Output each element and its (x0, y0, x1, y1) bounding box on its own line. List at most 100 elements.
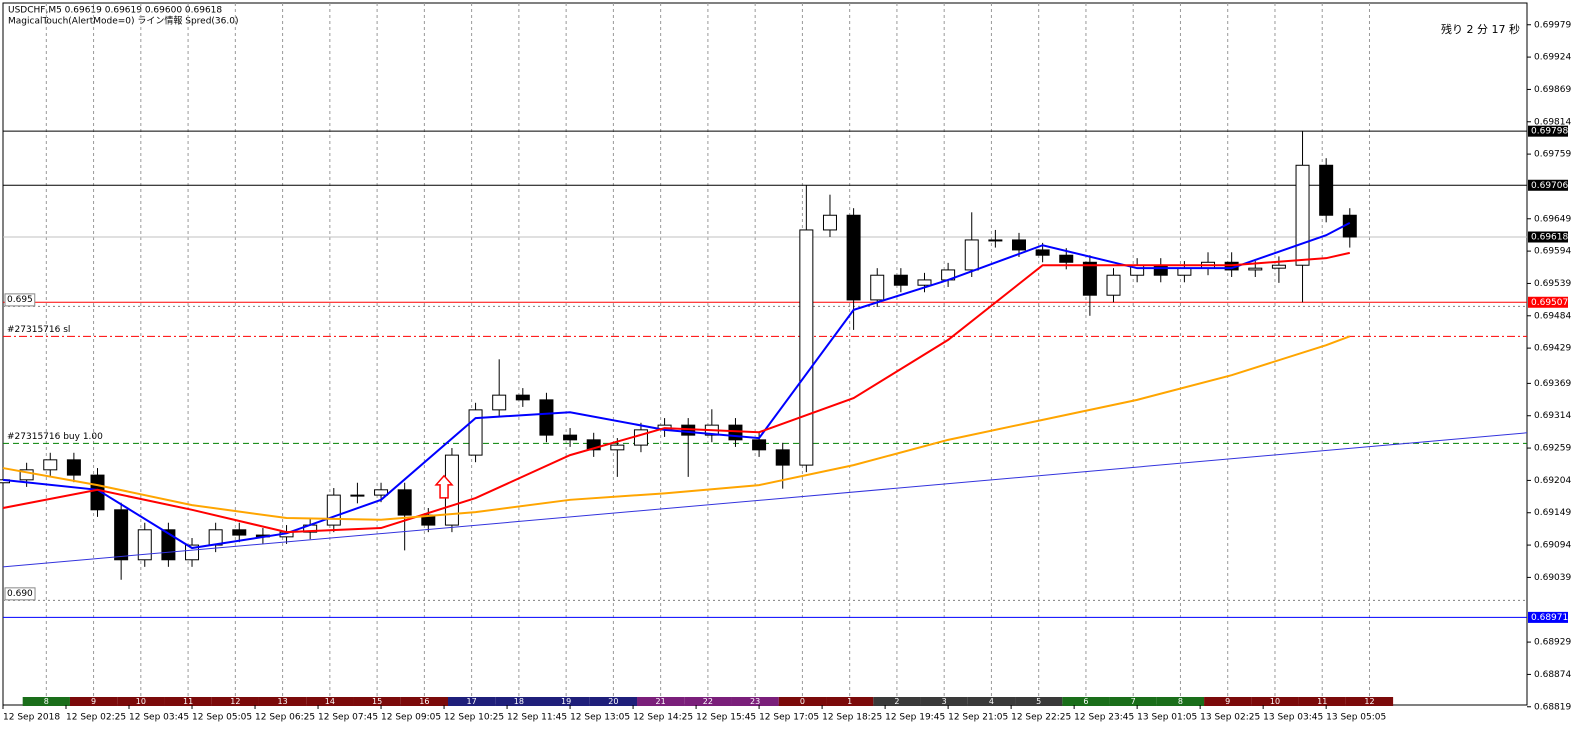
candle-body (1153, 264, 1168, 276)
price-box-label: 0.68971 (1531, 613, 1568, 623)
hour-label: 4 (989, 697, 994, 706)
level-label: #27315716 buy 1.00 (7, 432, 103, 442)
hour-cell (1251, 697, 1299, 706)
y-tick-label: 0.69429 (1534, 344, 1571, 354)
x-tick-label: 13 Sep 05:05 (1326, 713, 1386, 723)
hour-label: 19 (561, 697, 571, 706)
y-tick-label: 0.69094 (1534, 541, 1571, 551)
hour-cell (589, 697, 638, 706)
candle-body (397, 489, 412, 516)
hour-label: 22 (703, 697, 713, 706)
x-tick-label: 12 Sep 17:05 (759, 713, 819, 723)
chart-subtitle: MagicalTouch(AlertMode=0) ライン情報 Spred(36… (8, 15, 239, 27)
y-tick-label: 0.69979 (1534, 20, 1571, 30)
level-label: 0.695 (7, 295, 33, 305)
hour-label: 13 (278, 697, 288, 706)
hour-cell (1156, 697, 1205, 706)
x-tick-label: 12 Sep 03:45 (129, 713, 189, 723)
hour-label: 9 (91, 697, 96, 706)
x-tick-label: 12 Sep 21:05 (948, 713, 1008, 723)
x-tick-label: 13 Sep 03:45 (1263, 713, 1323, 723)
x-tick-label: 12 Sep 15:45 (696, 713, 756, 723)
x-tick-label: 12 Sep 10:25 (444, 713, 504, 723)
y-tick-label: 0.69814 (1534, 117, 1571, 127)
hour-cell (1204, 697, 1252, 706)
candle-body (752, 439, 767, 451)
x-tick-label: 13 Sep 02:25 (1200, 713, 1260, 723)
hour-label: 11 (1317, 697, 1327, 706)
hour-cell (211, 697, 259, 706)
indicator-line (2, 335, 1351, 521)
hour-label: 6 (1083, 697, 1088, 706)
hour-cell (920, 697, 968, 706)
indicator-line (2, 432, 1528, 568)
candle-body (43, 459, 58, 471)
y-tick-label: 0.68819 (1534, 702, 1571, 712)
candle-body (19, 469, 34, 481)
hour-cell (1015, 697, 1063, 706)
hour-label: 12 (1364, 697, 1374, 706)
y-tick-label: 0.68929 (1534, 638, 1571, 648)
candle-body (326, 494, 341, 526)
candle-body (1082, 261, 1097, 296)
hour-label: 7 (1131, 697, 1136, 706)
hour-label: 9 (1225, 697, 1230, 706)
candle-body (728, 424, 743, 441)
x-tick-label: 12 Sep 07:45 (318, 713, 378, 723)
candle-body (1248, 267, 1263, 271)
candle-body (964, 239, 979, 271)
candle-body (374, 489, 389, 496)
hour-cell (873, 697, 921, 706)
hour-label: 1 (847, 697, 852, 706)
candle-body (1271, 264, 1286, 269)
y-tick-label: 0.69649 (1534, 214, 1571, 224)
candle-body (1177, 267, 1192, 276)
y-tick-label: 0.69369 (1534, 379, 1571, 389)
candle-body (822, 214, 837, 231)
level-label: #27315716 sl (7, 325, 70, 335)
hour-cell (778, 697, 827, 706)
price-box-label: 0.69798 (1531, 127, 1568, 137)
price-box (1528, 179, 1568, 191)
candle-body (1012, 239, 1026, 251)
x-tick-label: 12 Sep 23:45 (1074, 713, 1134, 723)
hour-cell (1062, 697, 1110, 706)
x-tick-label: 12 Sep 2018 (3, 713, 60, 723)
y-tick-label: 0.69259 (1534, 444, 1571, 454)
candle-body (775, 449, 790, 466)
x-tick-label: 12 Sep 22:25 (1011, 713, 1071, 723)
hour-label: 2 (894, 697, 899, 706)
candle-body (586, 439, 601, 451)
y-tick-label: 0.69594 (1534, 247, 1571, 257)
candle-body (988, 239, 1003, 242)
hour-cell (731, 697, 779, 706)
hour-cell (306, 697, 354, 706)
candle-body (1319, 164, 1334, 216)
y-tick-label: 0.69484 (1534, 311, 1571, 321)
hour-label: 21 (656, 697, 666, 706)
hour-cell (164, 697, 212, 706)
level-label-box (4, 587, 36, 601)
candle-body (870, 274, 885, 301)
x-tick-label: 13 Sep 01:05 (1137, 713, 1197, 723)
hour-label: 16 (419, 697, 429, 706)
x-tick-label: 12 Sep 13:05 (570, 713, 630, 723)
x-tick-label: 12 Sep 02:25 (66, 713, 126, 723)
y-tick-label: 0.69869 (1534, 85, 1571, 95)
x-tick-label: 12 Sep 19:45 (885, 713, 945, 723)
indicator-line (2, 251, 1351, 534)
candle-body (185, 544, 200, 561)
hour-label: 11 (183, 697, 193, 706)
hour-label: 8 (44, 697, 49, 706)
candle-body (468, 409, 483, 456)
x-tick-label: 12 Sep 05:05 (192, 713, 252, 723)
x-tick-label: 12 Sep 06:25 (255, 713, 315, 723)
hour-label: 10 (1270, 697, 1280, 706)
candle-body (563, 434, 578, 441)
hour-cell (826, 697, 874, 706)
hour-label: 15 (372, 697, 382, 706)
level-label: 0.690 (7, 589, 33, 599)
price-box-label: 0.69618 (1531, 233, 1568, 243)
hour-cell (400, 697, 448, 706)
